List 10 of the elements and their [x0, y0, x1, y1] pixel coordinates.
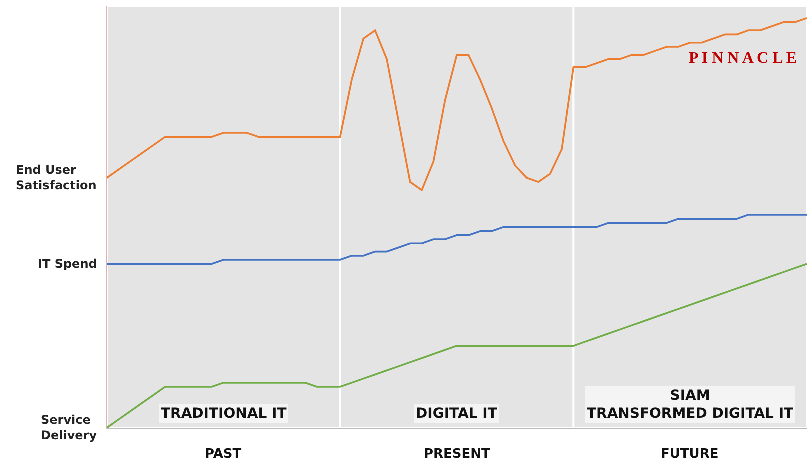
text: FUTURE [661, 447, 719, 462]
series-label: IT Spend [38, 257, 98, 271]
annotation: DIGITAL IT [416, 406, 498, 422]
text: PAST [205, 447, 242, 462]
annotation: P I N N A C L E [689, 50, 798, 67]
text: PRESENT [424, 447, 491, 462]
series-label: Service Delivery [41, 413, 98, 443]
annotation: SIAM TRANSFORMED DIGITAL IT [587, 388, 794, 422]
series-label: End User Satisfaction [16, 163, 97, 193]
annotation: TRADITIONAL IT [161, 406, 288, 422]
